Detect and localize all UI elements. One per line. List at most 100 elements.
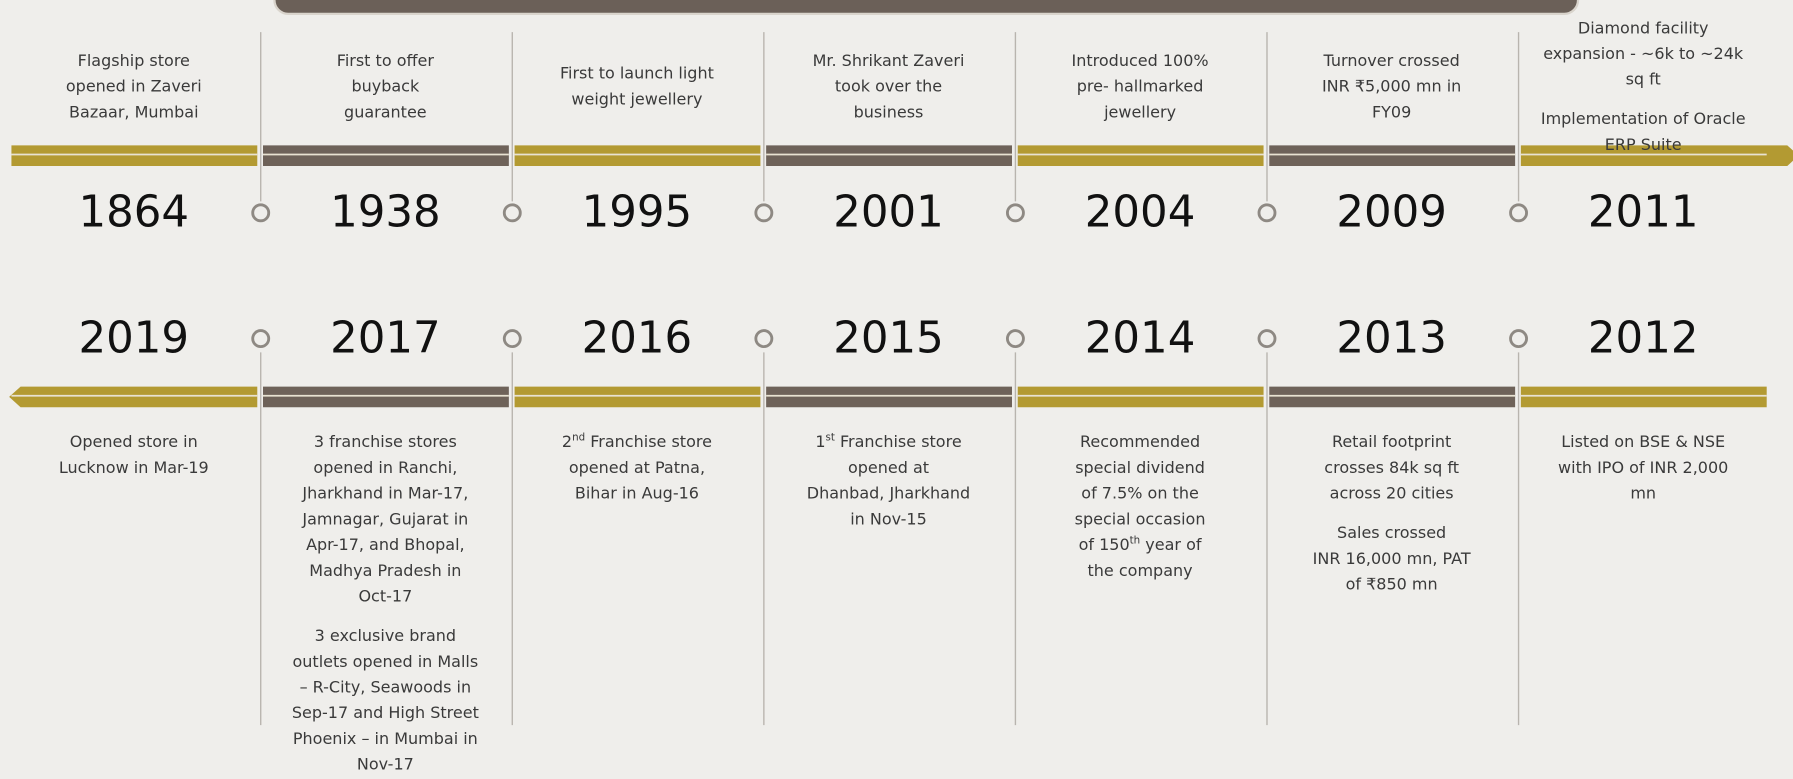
event-text: Bazaar, Mumbai xyxy=(69,102,198,121)
event-text: Retail footprint xyxy=(1332,432,1451,451)
event-text: Apr-17, and Bhopal, xyxy=(306,535,465,554)
event-text: FY09 xyxy=(1372,102,1411,121)
timeline-bar xyxy=(9,386,258,408)
year-label: 2011 xyxy=(1588,188,1699,238)
event-text: outlets opened in Malls xyxy=(292,652,478,671)
year-label: 2019 xyxy=(79,313,190,363)
timeline-bar xyxy=(1520,386,1767,408)
timeline-bar xyxy=(263,145,509,166)
year-label: 2013 xyxy=(1336,313,1447,363)
event-text-part: year of xyxy=(1140,535,1202,554)
timeline-bar xyxy=(1269,145,1516,166)
year-label: 2009 xyxy=(1336,188,1447,238)
event-text: Introduced 100% xyxy=(1072,51,1209,70)
event-text: crosses 84k sq ft xyxy=(1324,458,1459,477)
event-text-part: Franchise store xyxy=(835,432,962,451)
event-text: Madhya Pradesh in xyxy=(309,561,461,580)
event-text: opened at Patna, xyxy=(569,458,705,477)
timeline-bar xyxy=(1269,386,1516,408)
event-text: Implementation of Oracle xyxy=(1541,109,1746,128)
year-label: 2016 xyxy=(582,313,693,363)
event-text: 1st Franchise store xyxy=(815,431,961,451)
event-text: Lucknow in Mar-19 xyxy=(59,458,209,477)
event-text: took over the xyxy=(835,77,942,96)
event-text: Jamnagar, Gujarat in xyxy=(301,509,468,528)
year-label: 2014 xyxy=(1085,313,1196,363)
timeline-bar xyxy=(1017,386,1264,408)
superscript: st xyxy=(826,431,835,443)
header-bar xyxy=(273,0,1580,16)
timeline-bar xyxy=(263,386,509,408)
year-label: 2015 xyxy=(833,313,944,363)
event-text: Opened store in xyxy=(70,432,198,451)
event-text: INR ₹5,000 mn in xyxy=(1322,77,1461,96)
year-label: 2017 xyxy=(330,313,441,363)
event-text: Sep-17 and High Street xyxy=(292,703,479,722)
event-text: Phoenix – in Mumbai in xyxy=(293,729,478,748)
event-text: sq ft xyxy=(1626,70,1661,89)
milestone-dot xyxy=(1005,203,1025,223)
event-text: of ₹850 mn xyxy=(1346,575,1438,594)
year-label: 2012 xyxy=(1588,313,1699,363)
event-text: of 7.5% on the xyxy=(1081,484,1199,503)
milestone-dot xyxy=(754,329,774,349)
timeline-bar xyxy=(514,386,761,408)
timeline: 1864 Flagship store opened in Zaveri Bazaar… xyxy=(9,18,1793,774)
timeline-bar xyxy=(1520,145,1793,166)
event-text: First to launch light xyxy=(560,64,714,83)
event-text: opened at xyxy=(848,458,929,477)
year-label: 1938 xyxy=(330,188,441,238)
event-text-part: 2 xyxy=(562,432,572,451)
event-text-part: Franchise store xyxy=(585,432,712,451)
event-text: jewellery xyxy=(1103,102,1176,121)
event-text: INR 16,000 mn, PAT xyxy=(1313,549,1471,568)
year-label: 1995 xyxy=(582,188,693,238)
event-text: opened in Ranchi, xyxy=(313,458,457,477)
event-text: expansion - ~6k to ~24k xyxy=(1543,44,1744,63)
timeline-bar xyxy=(766,145,1012,166)
milestone-dot xyxy=(1257,329,1277,349)
event-text: special dividend xyxy=(1075,458,1205,477)
event-text: mn xyxy=(1630,484,1656,503)
milestone-dot xyxy=(502,203,522,223)
timeline-bar xyxy=(514,145,761,166)
milestone-dot xyxy=(251,329,271,349)
event-text: ERP Suite xyxy=(1605,135,1682,154)
event-text: business xyxy=(854,102,924,121)
event-text: – R-City, Seawoods in xyxy=(300,678,472,697)
event-text: Bihar in Aug-16 xyxy=(575,484,699,503)
event-text: special occasion xyxy=(1075,509,1206,528)
event-text: 3 exclusive brand xyxy=(315,626,456,645)
milestone-dot xyxy=(1257,203,1277,223)
event-text: Nov-17 xyxy=(357,755,414,774)
event-text: Jharkhand in Mar-17, xyxy=(301,484,468,503)
milestone-dot xyxy=(1509,203,1528,223)
year-label: 2001 xyxy=(833,188,944,238)
event-text-part: of 150 xyxy=(1079,535,1130,554)
event-text: Dhanbad, Jharkhand xyxy=(807,484,970,503)
event-text: in Nov-15 xyxy=(850,509,927,528)
event-text: 3 franchise stores xyxy=(314,432,457,451)
event-text: Mr. Shrikant Zaveri xyxy=(813,51,965,70)
event-text: Turnover crossed xyxy=(1323,51,1460,70)
event-text: buyback xyxy=(351,77,420,96)
event-text: Oct-17 xyxy=(358,587,412,606)
event-text: 2nd Franchise store xyxy=(562,431,712,451)
event-text-part: 1 xyxy=(815,432,825,451)
event-text: weight jewellery xyxy=(571,89,702,108)
event-text: pre- hallmarked xyxy=(1077,77,1204,96)
milestone-dot xyxy=(251,203,271,223)
event-text: opened in Zaveri xyxy=(66,77,202,96)
event-text: with IPO of INR 2,000 xyxy=(1558,458,1728,477)
event-text: guarantee xyxy=(344,102,427,121)
year-label: 1864 xyxy=(79,188,190,238)
event-text: across 20 cities xyxy=(1330,484,1454,503)
event-text: of 150th year of xyxy=(1079,534,1202,554)
event-text: First to offer xyxy=(337,51,435,70)
superscript: th xyxy=(1130,534,1141,546)
event-text: the company xyxy=(1088,561,1193,580)
year-label: 2004 xyxy=(1085,188,1196,238)
event-text: Recommended xyxy=(1080,432,1200,451)
timeline-bar xyxy=(11,145,258,166)
